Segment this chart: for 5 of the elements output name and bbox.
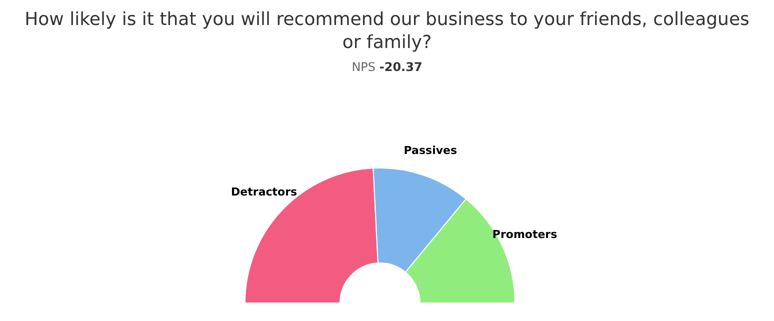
chart-subtitle: NPS -20.37 xyxy=(350,60,424,74)
chart-title: How likely is it that you will recommend our business to your friends, colleagues or family? xyxy=(24,8,750,54)
slice-label: Promoters xyxy=(492,228,558,241)
slice-label: Passives xyxy=(404,144,458,158)
slice-label: Detractors xyxy=(231,186,298,199)
